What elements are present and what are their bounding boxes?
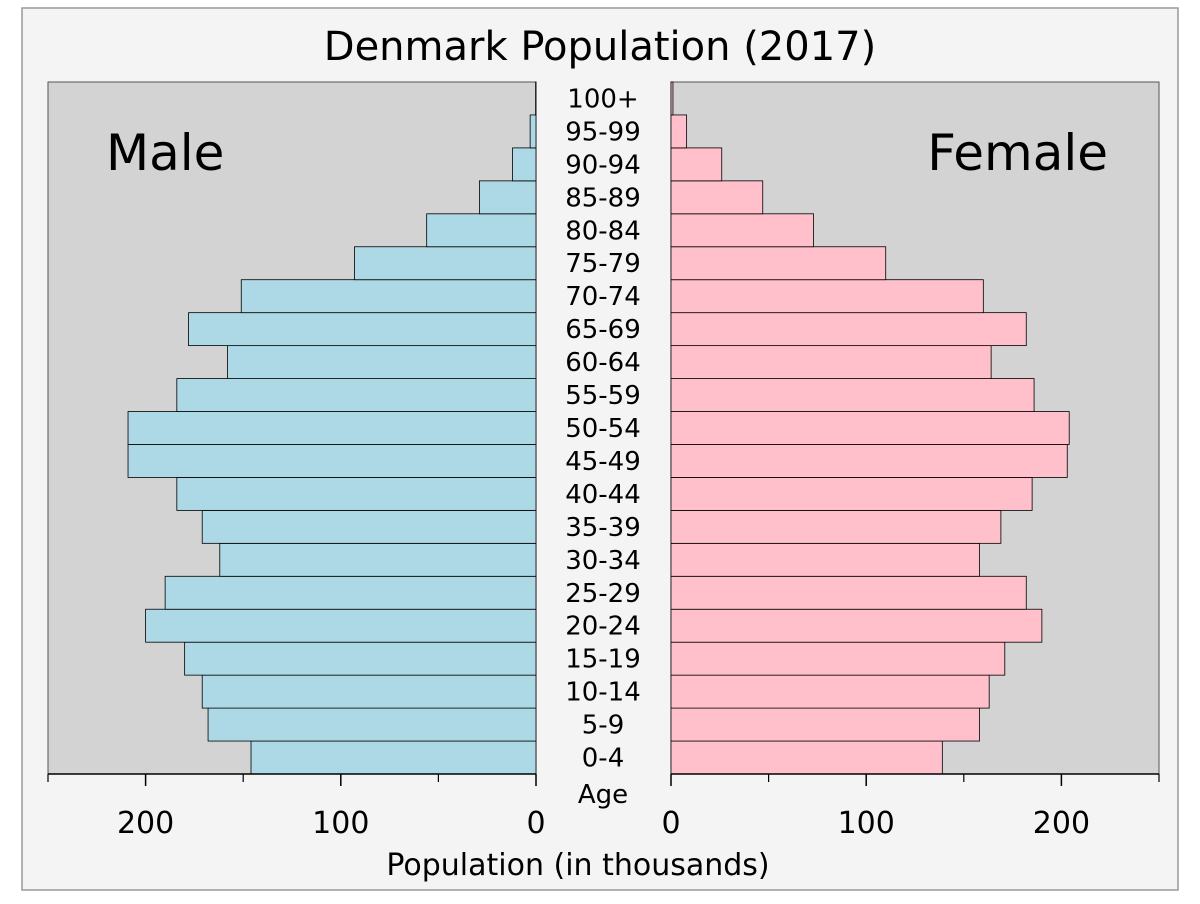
male-bar-55-59 [177, 379, 536, 412]
age-label-65-69: 65-69 [565, 315, 641, 345]
female-bar-35-39 [671, 510, 1001, 543]
age-label-45-49: 45-49 [565, 447, 641, 477]
female-tick-label-0: 0 [661, 806, 680, 841]
chart-title: Denmark Population (2017) [324, 24, 876, 70]
x-axis-label: Population (in thousands) [386, 848, 769, 883]
female-bar-5-9 [671, 708, 979, 741]
age-label-5-9: 5-9 [582, 711, 624, 741]
age-axis-label: Age [578, 780, 628, 810]
female-bar-30-34 [671, 543, 979, 576]
age-label-15-19: 15-19 [565, 645, 641, 675]
female-bar-85-89 [671, 181, 763, 214]
male-bar-75-79 [354, 247, 536, 280]
male-bar-15-19 [185, 642, 536, 675]
male-bar-90-94 [513, 148, 536, 181]
male-bar-80-84 [427, 214, 536, 247]
female-bar-55-59 [671, 379, 1034, 412]
male-bar-85-89 [479, 181, 536, 214]
female-bar-65-69 [671, 313, 1026, 346]
male-bar-70-74 [241, 280, 536, 313]
age-label-90-94: 90-94 [565, 150, 641, 180]
age-label-30-34: 30-34 [565, 546, 641, 576]
age-label-85-89: 85-89 [565, 183, 641, 213]
female-bar-25-29 [671, 576, 1026, 609]
female-bar-15-19 [671, 642, 1005, 675]
female-bar-60-64 [671, 346, 991, 379]
female-bar-95-99 [671, 115, 687, 148]
age-labels: 0-45-910-1415-1920-2425-2930-3435-3940-4… [565, 84, 641, 773]
male-tick-label-0: 0 [526, 806, 545, 841]
female-tick-label-100: 100 [838, 806, 895, 841]
age-label-60-64: 60-64 [565, 348, 641, 378]
female-bar-10-14 [671, 675, 989, 708]
female-bar-0-4 [671, 741, 942, 774]
male-bar-60-64 [228, 346, 536, 379]
male-bar-10-14 [202, 675, 536, 708]
age-label-100plus: 100+ [567, 84, 638, 114]
age-label-95-99: 95-99 [565, 117, 641, 147]
female-bar-40-44 [671, 477, 1032, 510]
male-tick-label-200: 200 [117, 806, 174, 841]
age-label-70-74: 70-74 [565, 282, 641, 312]
age-label-20-24: 20-24 [565, 612, 641, 642]
male-bar-20-24 [146, 609, 536, 642]
male-legend-label: Male [106, 124, 224, 182]
female-bar-70-74 [671, 280, 983, 313]
female-bar-90-94 [671, 148, 722, 181]
age-label-55-59: 55-59 [565, 381, 641, 411]
male-bar-0-4 [251, 741, 536, 774]
age-label-50-54: 50-54 [565, 414, 641, 444]
age-label-10-14: 10-14 [565, 678, 641, 708]
female-bar-50-54 [671, 412, 1069, 445]
female-bar-45-49 [671, 444, 1067, 477]
female-bar-100plus [671, 82, 673, 115]
age-label-0-4: 0-4 [582, 744, 624, 774]
age-label-80-84: 80-84 [565, 216, 641, 246]
male-bar-30-34 [220, 543, 536, 576]
female-bar-75-79 [671, 247, 886, 280]
male-bar-50-54 [128, 412, 536, 445]
male-bar-40-44 [177, 477, 536, 510]
male-bar-25-29 [165, 576, 536, 609]
age-label-25-29: 25-29 [565, 579, 641, 609]
female-tick-label-200: 200 [1033, 806, 1090, 841]
female-bar-80-84 [671, 214, 813, 247]
male-bar-35-39 [202, 510, 536, 543]
age-label-75-79: 75-79 [565, 249, 641, 279]
male-bar-65-69 [189, 313, 536, 346]
male-bar-5-9 [208, 708, 536, 741]
male-bar-45-49 [128, 444, 536, 477]
age-label-40-44: 40-44 [565, 480, 641, 510]
male-bar-95-99 [530, 115, 536, 148]
female-bar-20-24 [671, 609, 1042, 642]
male-tick-label-100: 100 [312, 806, 369, 841]
female-legend-label: Female [927, 124, 1108, 182]
age-label-35-39: 35-39 [565, 513, 641, 543]
